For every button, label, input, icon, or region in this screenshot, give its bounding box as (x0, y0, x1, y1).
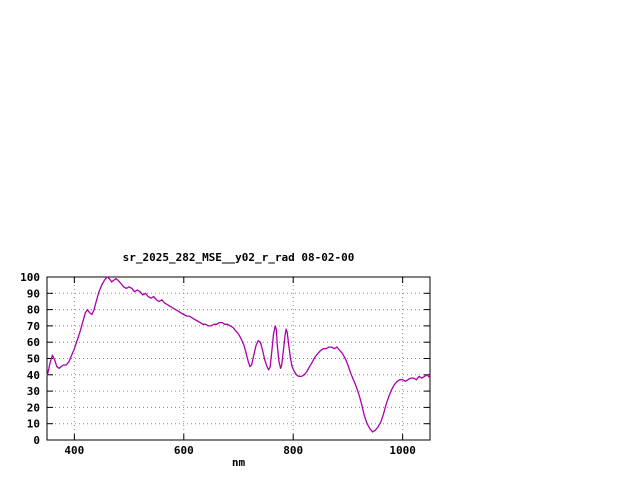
y-tick-label: 70 (27, 320, 40, 333)
y-tick-label: 40 (27, 369, 40, 382)
y-tick-label: 90 (27, 287, 40, 300)
x-axis-label: nm (231, 456, 246, 469)
y-tick-label: 80 (27, 304, 40, 317)
x-tick-label: 600 (174, 444, 194, 457)
y-tick-label: 100 (20, 271, 40, 284)
data-line (46, 276, 431, 433)
y-tick-label: 60 (27, 336, 40, 349)
plot-border (46, 276, 431, 441)
y-tick-label: 50 (27, 353, 40, 366)
chart-title: sr_2025_282_MSE__y02_r_rad 08-02-00 (122, 251, 355, 264)
x-tick-label: 400 (64, 444, 84, 457)
y-tick-label: 10 (27, 418, 40, 431)
y-tick-label: 30 (27, 385, 40, 398)
x-tick-label: 800 (283, 444, 303, 457)
y-tick-label: 0 (33, 434, 40, 447)
x-tick-label: 1000 (389, 444, 416, 457)
y-tick-label: 20 (27, 401, 40, 414)
